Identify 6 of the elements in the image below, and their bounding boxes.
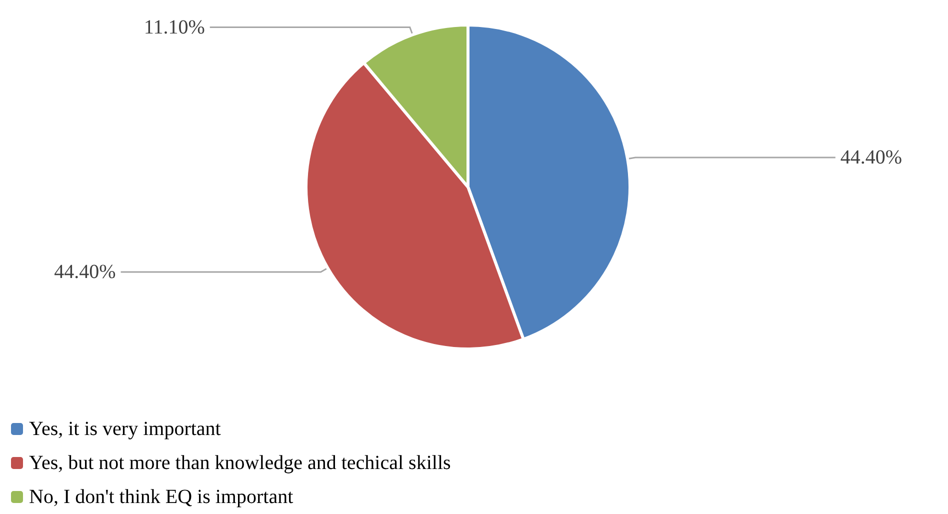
data-label: 11.10%	[144, 16, 205, 38]
data-label: 44.40%	[840, 146, 902, 168]
legend-label: No, I don't think EQ is important	[29, 486, 294, 508]
legend-label: Yes, it is very important	[29, 418, 222, 440]
data-label: 44.40%	[54, 261, 116, 283]
legend-label: Yes, but not more than knowledge and techical skills	[29, 452, 452, 474]
